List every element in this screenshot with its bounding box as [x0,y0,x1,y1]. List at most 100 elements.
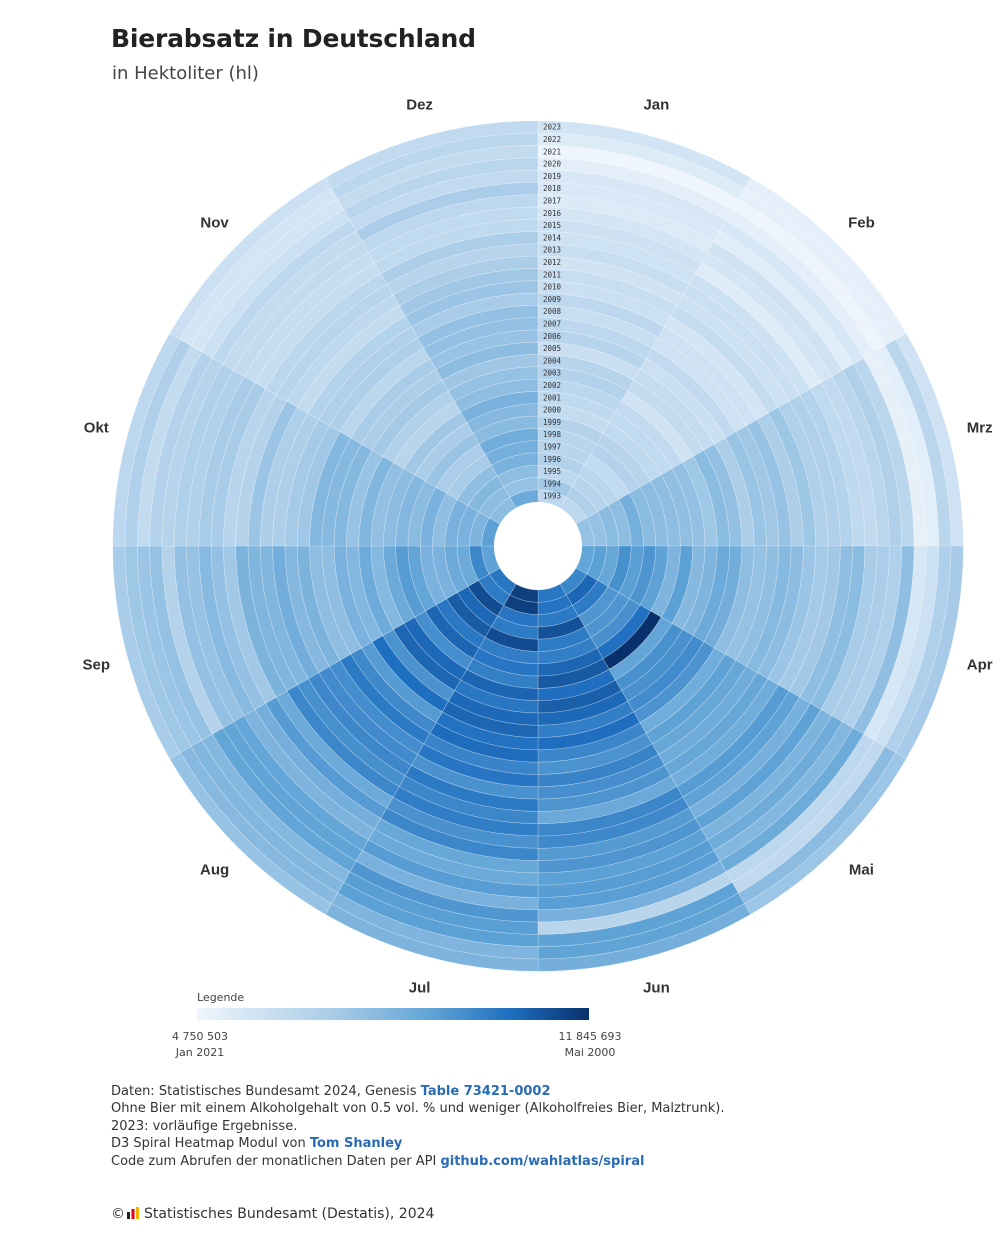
year-label-1999: 1999 [543,418,561,427]
cell-1997-Dez [484,440,539,466]
cell-1996-Dez [490,452,539,477]
code-link[interactable]: github.com/wahlatlas/spiral [440,1153,645,1169]
year-label-2005: 2005 [543,344,561,353]
source-notes: Daten: Statistisches Bundesamt 2024, Gen… [111,1083,724,1170]
year-label-2020: 2020 [543,160,562,169]
year-label-1996: 1996 [543,455,562,464]
credit-link[interactable]: Tom Shanley [309,1136,403,1152]
cell-2023-Dez [324,120,539,189]
year-label-2017: 2017 [543,196,561,205]
year-label-2012: 2012 [543,258,561,267]
year-label-2003: 2003 [543,369,561,378]
month-label-Jun: Jun [643,980,670,997]
cell-2014-Feb [688,273,811,396]
month-label-Jan: Jan [643,96,669,113]
cell-2012-Dez [392,255,539,306]
year-label-2016: 2016 [543,209,562,218]
cell-2014-Nov [265,273,388,396]
cell-1999-Nov [424,432,480,488]
copyright-text: Statistisches Bundesamt (Destatis), 2024 [144,1206,435,1222]
copyright: © Statistisches Bundesamt (Destatis), 202… [111,1206,434,1223]
year-label-1998: 1998 [543,430,562,439]
legend-max: 11 845 693 Mai 2000 [548,1029,632,1061]
cell-2006-Dez [429,329,539,370]
cell-2021-Dez [337,144,539,211]
cell-1999-Feb [596,432,652,488]
month-label-Mai: Mai [849,861,874,878]
year-label-2009: 2009 [543,295,561,304]
year-label-2000: 2000 [543,406,562,415]
year-label-2011: 2011 [543,270,561,279]
year-label-1997: 1997 [543,442,561,451]
year-label-2022: 2022 [543,135,561,144]
cell-2019-Feb [719,219,865,365]
year-label-1993: 1993 [543,492,561,501]
cell-1998-Dez [478,427,539,456]
month-label-Dez: Dez [406,96,433,113]
cell-2014-Apr [799,545,853,704]
month-label-Nov: Nov [200,215,229,232]
cell-2019-Jan [537,169,727,232]
legend-min: 4 750 503 Jan 2021 [160,1029,240,1061]
legend-min-value: 4 750 503 [172,1030,228,1043]
cell-2007-Dez [423,317,539,360]
cell-2010-Dez [404,280,539,328]
year-label-2006: 2006 [543,332,562,341]
cell-2006-Jul [429,722,539,763]
cell-2019-Apr [852,545,915,735]
month-label-Apr: Apr [967,656,993,673]
year-label-2001: 2001 [543,393,561,402]
year-label-2015: 2015 [543,221,561,230]
cell-2002-Okt [370,462,405,547]
cell-1994-Nov [478,486,511,519]
copyright-symbol: © [111,1206,125,1222]
year-label-2004: 2004 [543,356,562,365]
cell-1994-Dez [503,477,539,498]
cell-1996-Jul [490,615,539,640]
cell-2011-Dez [398,267,539,317]
cell-2006-Okt [321,437,362,547]
month-label-Aug: Aug [200,861,229,878]
month-label-Sep: Sep [83,656,111,673]
year-label-2023: 2023 [543,123,561,132]
code-text: Code zum Abrufen der monatlichen Daten p… [111,1153,441,1169]
note-preliminary: 2023: vorläufige Ergebnisse. [111,1118,298,1134]
legend-max-label: Mai 2000 [564,1046,616,1059]
cell-2008-Dez [417,304,539,349]
year-label-2007: 2007 [543,319,561,328]
cell-1994-Jan [537,477,573,498]
cell-2001-Dez [460,390,539,424]
cell-1993-Dez [509,489,539,509]
year-label-2019: 2019 [543,172,561,181]
cell-2009-Dez [411,292,539,338]
year-label-2014: 2014 [543,233,562,242]
heatmap-cells [112,120,964,972]
chart-subtitle: in Hektoliter (hl) [112,63,259,84]
cell-2002-Aug [392,622,462,692]
legend-color-bar [197,1008,589,1020]
cell-2019-Dez [349,169,539,232]
cell-2022-Dez [331,132,539,200]
cell-2010-Okt [272,412,320,547]
legend-max-value: 11 845 693 [558,1030,622,1043]
cell-2019-Nov [211,219,357,365]
cell-2010-Jan [537,280,672,328]
cell-2020-Dez [343,157,539,221]
source-text: Daten: Statistisches Bundesamt 2024, Gen… [111,1084,421,1099]
year-label-1994: 1994 [543,479,562,488]
month-label-Feb: Feb [848,215,875,232]
year-label-1995: 1995 [543,467,561,476]
source-link[interactable]: Table 73421-0002 [420,1084,551,1099]
month-label-Mrz: Mrz [967,420,993,437]
cell-1999-Dez [472,415,539,445]
cell-2006-Aug [350,647,437,734]
cell-1999-Jan [537,415,604,445]
cell-2006-Mai [639,647,726,734]
note-alcohol: Ohne Bier mit einem Alkoholgehalt von 0.… [111,1101,725,1117]
cell-1994-Jul [503,594,539,615]
cell-1996-Okt [444,498,469,547]
month-label-Jul: Jul [409,980,431,997]
cell-1994-Okt [469,511,490,547]
year-label-2010: 2010 [543,283,562,292]
